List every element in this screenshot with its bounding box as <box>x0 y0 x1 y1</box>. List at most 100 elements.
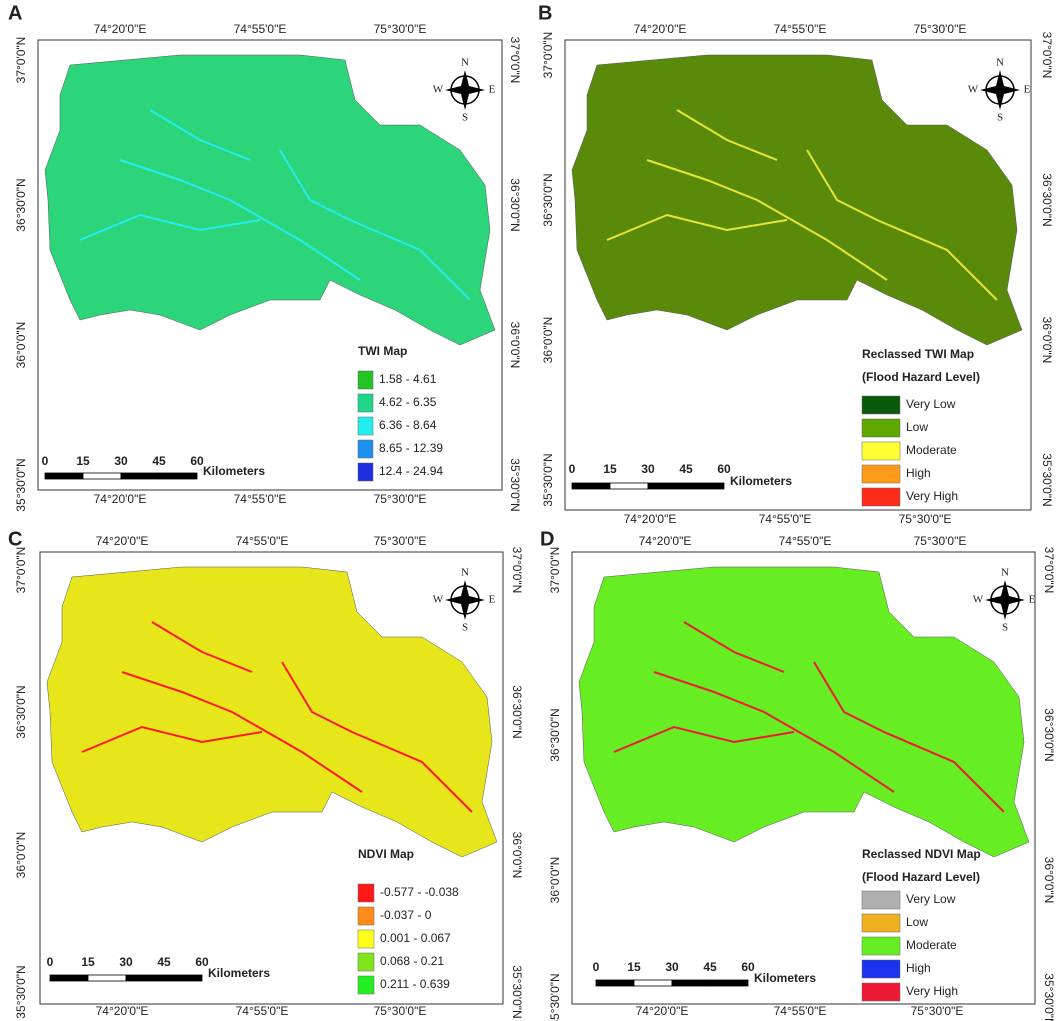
lat-label-left: 36°0'0"N <box>14 322 28 369</box>
lon-label-bottom: 74°20'0"E <box>94 492 147 506</box>
map-frame <box>564 39 1032 511</box>
legend-label: 6.36 - 8.64 <box>379 418 437 432</box>
stream <box>79 213 261 241</box>
lon-label-top: 75°30'0"E <box>374 534 427 548</box>
legend-label: 0.001 - 0.067 <box>380 931 451 945</box>
compass: N S E W <box>433 567 496 634</box>
legend-label: 12.4 - 24.94 <box>379 464 443 478</box>
lat-label-right: 36°30'0"N <box>508 178 522 231</box>
scale-label: 0 <box>593 960 600 974</box>
lat-label-left: 36°0'0"N <box>548 857 562 904</box>
lon-label-bottom: 74°20'0"E <box>636 1004 689 1018</box>
compass: N S E W <box>433 57 496 124</box>
legend-label: Low <box>906 420 928 434</box>
legend-swatch <box>357 462 374 482</box>
scale-bar <box>647 482 687 490</box>
compass: N S E W <box>968 57 1031 124</box>
legend-swatch <box>357 883 375 903</box>
lat-label-right: 35°30'0"N <box>1042 973 1056 1021</box>
compass-star <box>980 70 1020 110</box>
scale-label: 15 <box>603 462 617 476</box>
compass-e: E <box>1024 84 1031 96</box>
compass-w: W <box>968 84 979 96</box>
legend-title: NDVI Map <box>358 847 414 861</box>
legend-swatch <box>357 906 375 926</box>
legend-swatch <box>861 982 901 1002</box>
scale-unit: Kilometers <box>754 971 816 985</box>
stream <box>613 725 795 753</box>
scale-label: 45 <box>157 955 171 969</box>
lat-label-right: 36°30'0"N <box>1040 173 1054 226</box>
stream <box>121 671 363 793</box>
scale-bar <box>685 482 725 490</box>
legend-label: Low <box>906 915 928 929</box>
legend-label: Moderate <box>906 443 957 457</box>
lon-label-top: 74°55'0"E <box>234 22 287 36</box>
scale-label: 45 <box>703 960 717 974</box>
lon-label-top: 74°55'0"E <box>236 534 289 548</box>
scale-unit: Kilometers <box>208 966 270 980</box>
legend-label: Very Low <box>906 397 956 411</box>
lat-label-left: 36°0'0"N <box>14 832 28 879</box>
scale-label: 60 <box>190 454 204 468</box>
compass-s: S <box>462 112 468 124</box>
lat-label-left: 37°0'0"N <box>548 547 562 594</box>
compass-s: S <box>1002 622 1008 634</box>
panel-letter: A <box>8 2 22 24</box>
legend-label: Moderate <box>906 938 957 952</box>
map-frame <box>571 551 1036 1005</box>
lon-label-bottom: 74°55'0"E <box>234 492 287 506</box>
legend-title: Reclassed NDVI Map <box>862 847 981 861</box>
lat-label-right: 35°30'0"N <box>1040 453 1054 506</box>
compass-w: W <box>433 84 444 96</box>
compass-n: N <box>461 567 469 579</box>
legend-label: -0.577 - -0.038 <box>380 885 459 899</box>
lat-label-right: 36°0'0"N <box>1040 317 1054 364</box>
legend-title: TWI Map <box>358 344 407 358</box>
scale-label: 15 <box>81 955 95 969</box>
lon-label-bottom: 74°55'0"E <box>759 512 812 526</box>
compass-star <box>445 70 485 110</box>
compass-w: W <box>973 594 984 606</box>
scale-bar <box>709 979 749 987</box>
scale-bar <box>633 979 673 987</box>
lat-label-left: 37°0'0"N <box>14 547 28 594</box>
scale-label: 0 <box>569 462 576 476</box>
compass-e: E <box>1029 594 1036 606</box>
lon-label-top: 74°20'0"E <box>94 22 147 36</box>
lat-label-left: 36°30'0"N <box>541 173 555 226</box>
lat-label-left: 37°0'0"N <box>14 37 28 84</box>
legend-swatch <box>357 393 374 413</box>
lat-label-left: 36°30'0"N <box>14 685 28 738</box>
lat-label-left: 35°30'0"N <box>14 458 28 511</box>
legend-swatch <box>357 975 375 995</box>
legend-title: (Flood Hazard Level) <box>862 870 980 884</box>
panel-letter: D <box>540 528 554 550</box>
stream <box>646 159 888 281</box>
legend-swatch <box>861 418 901 438</box>
stream <box>813 661 1005 813</box>
scale-bar <box>671 979 711 987</box>
legend-swatch <box>357 952 375 972</box>
lon-label-top: 74°20'0"E <box>634 22 687 36</box>
study-area <box>44 54 496 346</box>
stream <box>281 661 473 813</box>
scale-bar <box>49 974 89 982</box>
compass-s: S <box>462 622 468 634</box>
scale-label: 0 <box>42 454 49 468</box>
legend-swatch <box>861 913 901 933</box>
stream <box>119 159 361 281</box>
legend-swatch <box>861 487 901 507</box>
scale-bar <box>595 979 635 987</box>
legend-title: (Flood Hazard Level) <box>862 370 980 384</box>
lon-label-top: 75°30'0"E <box>374 22 427 36</box>
compass-n: N <box>1001 567 1009 579</box>
scale-bar <box>163 974 203 982</box>
scale-label: 15 <box>627 960 641 974</box>
lat-label-right: 36°30'0"N <box>1042 708 1056 761</box>
stream <box>806 149 998 301</box>
legend-swatch <box>861 936 901 956</box>
scale-label: 60 <box>741 960 755 974</box>
lat-label-left: 35°30'0"N <box>541 453 555 506</box>
